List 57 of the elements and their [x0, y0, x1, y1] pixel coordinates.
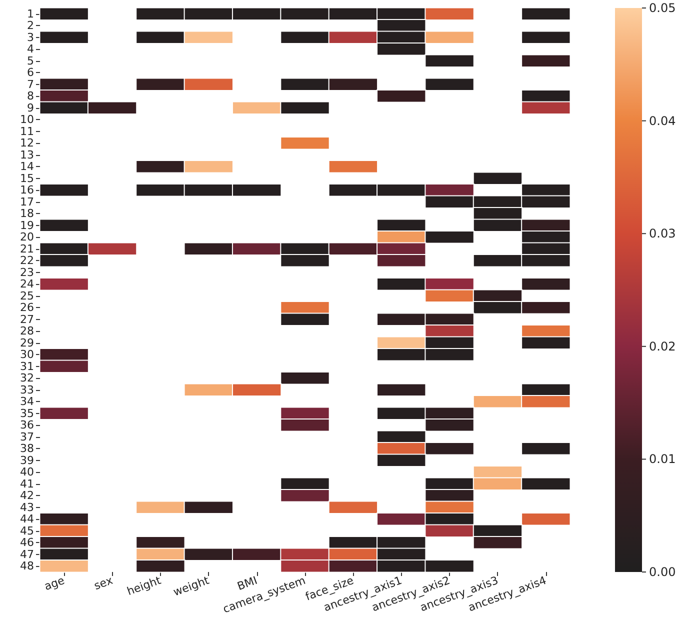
color-bar-label: 0.03 — [649, 226, 676, 241]
y-tick-label: 34 — [20, 395, 34, 408]
y-tick-label: 48 — [20, 560, 34, 573]
y-tick-label: 17 — [20, 195, 34, 208]
y-tick-label: 16 — [20, 184, 34, 197]
y-tick-label: 41 — [20, 477, 34, 490]
y-tick-label: 11 — [20, 124, 34, 138]
y-tick-label: 9 — [27, 101, 34, 114]
x-tick-label: age — [42, 574, 67, 594]
y-tick-label: 7 — [27, 78, 34, 91]
y-tick-label: 44 — [20, 512, 34, 526]
y-tick-label: 38 — [20, 442, 34, 456]
y-tick-label: 30 — [20, 348, 34, 362]
x-tick-label: sex — [92, 574, 115, 593]
y-tick-label: 43 — [20, 500, 34, 514]
y-tick-label: 37 — [20, 430, 34, 444]
y-tick-label: 46 — [20, 536, 34, 550]
y-tick-label: 8 — [27, 90, 34, 103]
y-tick-label: 3 — [27, 30, 34, 44]
x-tick-label: height — [125, 574, 164, 598]
y-tick-label: 26 — [20, 301, 34, 314]
color-bar-label: 0.04 — [649, 114, 676, 128]
y-tick-label: 1 — [27, 7, 34, 20]
y-tick-label: 21 — [20, 242, 34, 256]
y-tick-label: 2 — [27, 19, 34, 32]
y-tick-label: 45 — [20, 524, 34, 538]
y-tick-label: 42 — [20, 489, 34, 502]
y-tick-label: 23 — [20, 266, 34, 279]
y-tick-label: 19 — [20, 218, 34, 232]
color-bar-label: 0.01 — [649, 452, 676, 466]
y-tick-label: 33 — [20, 383, 34, 396]
y-tick-label: 29 — [20, 336, 34, 350]
y-tick-label: 5 — [27, 54, 34, 68]
y-tick-label: 14 — [20, 160, 34, 174]
y-tick-label: 10 — [20, 113, 34, 126]
y-tick-label: 6 — [27, 66, 34, 80]
y-tick-label: 4 — [27, 42, 34, 56]
y-tick-label: 24 — [20, 278, 34, 291]
y-tick-label: 35 — [20, 406, 34, 420]
y-tick-label: 22 — [20, 254, 34, 268]
y-tick-label: 25 — [20, 289, 34, 302]
y-tick-label: 47 — [20, 548, 34, 561]
y-tick-label: 12 — [20, 136, 34, 150]
y-tick-label: 28 — [20, 324, 34, 338]
y-tick-label: 31 — [20, 360, 34, 373]
y-tick-label: 36 — [20, 418, 34, 432]
y-tick-label: 27 — [20, 312, 34, 326]
color-bar-label: 0.02 — [649, 339, 676, 354]
y-tick-label: 13 — [20, 148, 34, 162]
y-tick-label: 40 — [20, 466, 34, 479]
y-tick-label: 32 — [20, 372, 34, 385]
color-bar-label: 0.00 — [649, 565, 676, 579]
y-tick-label: 20 — [20, 230, 34, 244]
y-tick-label: 18 — [20, 207, 34, 220]
y-tick-label: 15 — [20, 172, 34, 185]
color-bar-label: 0.05 — [649, 1, 676, 15]
y-tick-label: 39 — [20, 454, 34, 467]
